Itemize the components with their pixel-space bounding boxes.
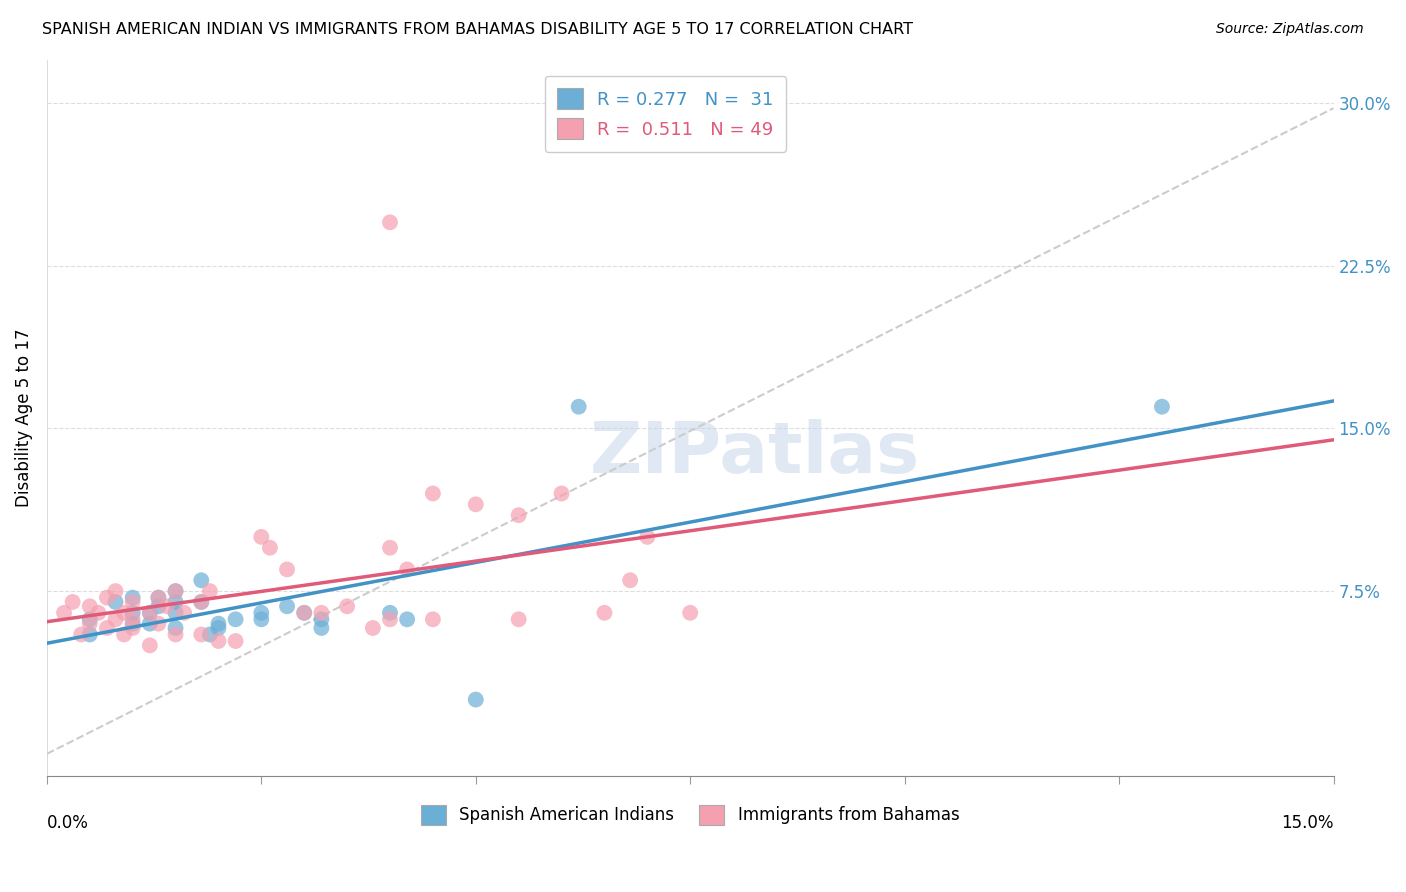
Text: Source: ZipAtlas.com: Source: ZipAtlas.com	[1216, 22, 1364, 37]
Y-axis label: Disability Age 5 to 17: Disability Age 5 to 17	[15, 328, 32, 507]
Point	[422, 612, 444, 626]
Point	[593, 606, 616, 620]
Point	[104, 595, 127, 609]
Text: 15.0%: 15.0%	[1281, 814, 1333, 832]
Point	[165, 606, 187, 620]
Point	[148, 591, 170, 605]
Point	[148, 599, 170, 614]
Point	[636, 530, 658, 544]
Point	[104, 584, 127, 599]
Point	[311, 621, 333, 635]
Point	[292, 606, 315, 620]
Point	[139, 638, 162, 652]
Point	[508, 508, 530, 523]
Point	[250, 530, 273, 544]
Point	[464, 692, 486, 706]
Point	[311, 606, 333, 620]
Point	[259, 541, 281, 555]
Point	[139, 606, 162, 620]
Point	[165, 584, 187, 599]
Point	[225, 612, 247, 626]
Point	[378, 541, 401, 555]
Point	[679, 606, 702, 620]
Point	[96, 591, 118, 605]
Text: ZIPatlas: ZIPatlas	[589, 419, 920, 488]
Point	[250, 606, 273, 620]
Point	[550, 486, 572, 500]
Point	[464, 497, 486, 511]
Point	[422, 486, 444, 500]
Point	[121, 612, 143, 626]
Point	[53, 606, 76, 620]
Point	[508, 612, 530, 626]
Point	[165, 595, 187, 609]
Point	[104, 612, 127, 626]
Point	[121, 616, 143, 631]
Point	[250, 612, 273, 626]
Point	[396, 562, 419, 576]
Point	[139, 616, 162, 631]
Point	[79, 627, 101, 641]
Point	[87, 606, 110, 620]
Point	[165, 621, 187, 635]
Point	[112, 627, 135, 641]
Point	[165, 584, 187, 599]
Point	[276, 562, 298, 576]
Point	[79, 612, 101, 626]
Point	[311, 612, 333, 626]
Point	[361, 621, 384, 635]
Point	[96, 621, 118, 635]
Point	[148, 616, 170, 631]
Point	[165, 627, 187, 641]
Point	[190, 595, 212, 609]
Point	[198, 584, 221, 599]
Point	[79, 616, 101, 631]
Point	[207, 616, 229, 631]
Point	[276, 599, 298, 614]
Point	[396, 612, 419, 626]
Legend: Spanish American Indians, Immigrants from Bahamas: Spanish American Indians, Immigrants fro…	[415, 798, 966, 831]
Point	[139, 606, 162, 620]
Point	[292, 606, 315, 620]
Point	[1150, 400, 1173, 414]
Point	[121, 606, 143, 620]
Point	[121, 595, 143, 609]
Point	[173, 606, 195, 620]
Text: SPANISH AMERICAN INDIAN VS IMMIGRANTS FROM BAHAMAS DISABILITY AGE 5 TO 17 CORREL: SPANISH AMERICAN INDIAN VS IMMIGRANTS FR…	[42, 22, 912, 37]
Point	[70, 627, 93, 641]
Point	[190, 595, 212, 609]
Point	[336, 599, 359, 614]
Point	[225, 634, 247, 648]
Point	[207, 634, 229, 648]
Point	[62, 595, 84, 609]
Point	[121, 591, 143, 605]
Point	[207, 621, 229, 635]
Point	[156, 599, 179, 614]
Point	[378, 606, 401, 620]
Point	[190, 627, 212, 641]
Point	[568, 400, 591, 414]
Point	[378, 215, 401, 229]
Point	[198, 627, 221, 641]
Text: 0.0%: 0.0%	[46, 814, 89, 832]
Point	[378, 612, 401, 626]
Point	[79, 599, 101, 614]
Point	[190, 574, 212, 588]
Point	[112, 606, 135, 620]
Point	[619, 574, 641, 588]
Point	[121, 621, 143, 635]
Point	[148, 591, 170, 605]
